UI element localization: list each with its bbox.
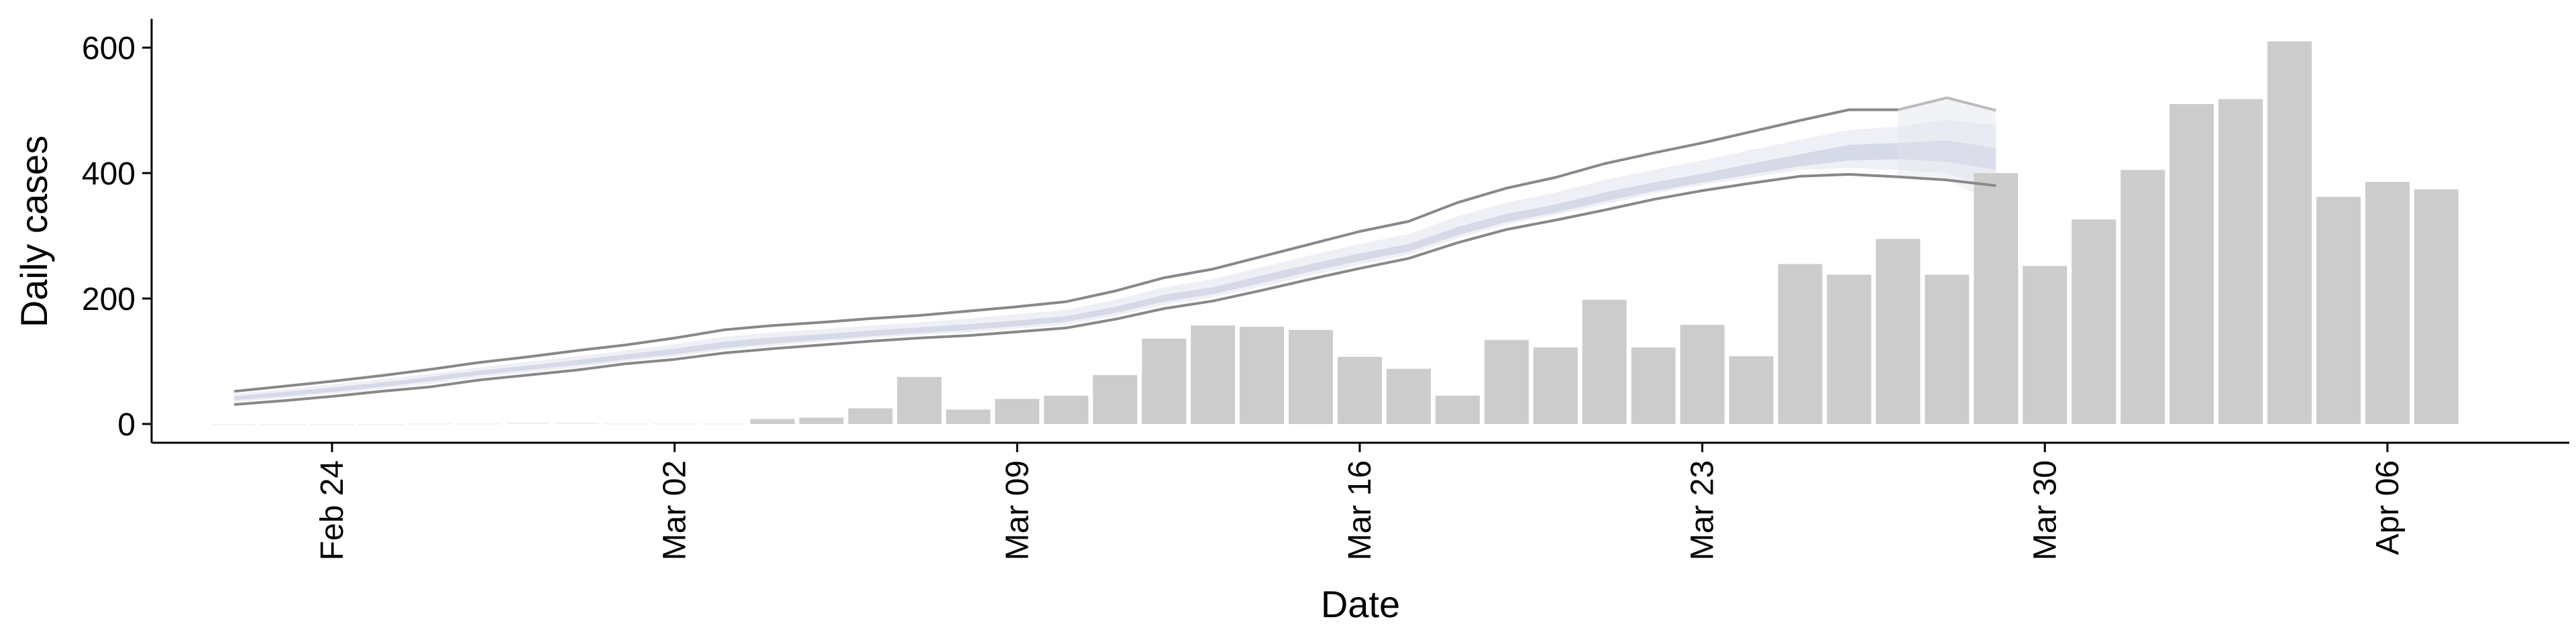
bar xyxy=(995,398,1040,424)
bar xyxy=(1191,325,1236,424)
bar xyxy=(946,409,991,424)
bar xyxy=(750,419,795,424)
x-tick-label: Apr 06 xyxy=(2370,460,2406,555)
bar xyxy=(897,376,942,424)
bar xyxy=(2365,182,2410,424)
bar xyxy=(1778,264,1823,424)
projection-lines xyxy=(233,96,1996,406)
bar xyxy=(2169,104,2214,424)
bar xyxy=(848,408,893,424)
bar xyxy=(2218,99,2263,424)
inner-interval-band xyxy=(234,140,1996,400)
bar xyxy=(799,417,844,424)
bar xyxy=(2121,170,2165,425)
bar xyxy=(1338,357,1382,424)
bar xyxy=(1827,274,1872,424)
interval-upper-tail-line xyxy=(1897,96,1996,112)
bar xyxy=(1729,356,1774,424)
x-ticks: Feb 24 Mar 02 Mar 09 Mar 16 Mar 23 Mar 30 Apr … xyxy=(315,443,2406,560)
bar xyxy=(2072,219,2116,424)
y-axis-title: Daily cases xyxy=(13,136,55,327)
bar xyxy=(2267,41,2312,425)
bar xyxy=(407,423,452,425)
x-tick-label: Mar 09 xyxy=(1000,460,1035,560)
bar xyxy=(1925,274,1970,424)
bar xyxy=(1289,329,1333,425)
interval-lower-line xyxy=(233,172,1996,406)
y-tick-label: 200 xyxy=(82,282,136,317)
bar xyxy=(1876,239,1921,424)
interval-upper-line xyxy=(233,108,1898,393)
x-tick-label: Feb 24 xyxy=(315,460,350,560)
bar xyxy=(359,424,403,425)
bar xyxy=(310,424,354,425)
bar xyxy=(1093,375,1138,424)
bar xyxy=(1631,347,1676,424)
x-tick-label: Mar 30 xyxy=(2027,460,2063,560)
bar xyxy=(1044,395,1089,424)
bar xyxy=(1974,173,2019,424)
y-tick-label: 0 xyxy=(117,407,136,443)
bar xyxy=(212,424,257,425)
x-tick-label: Mar 23 xyxy=(1685,460,1721,560)
y-tick-label: 400 xyxy=(82,156,136,192)
bar xyxy=(1582,299,1627,424)
x-axis-title: Date xyxy=(1321,583,1400,625)
bar xyxy=(1435,395,1480,424)
bar xyxy=(1240,327,1284,424)
bar xyxy=(2316,197,2361,424)
bar xyxy=(1680,325,1725,424)
bar xyxy=(1142,338,1187,424)
bar xyxy=(603,423,648,425)
bar xyxy=(456,423,501,425)
bar xyxy=(261,424,306,425)
bar xyxy=(701,423,746,425)
y-ticks: 0 200 400 600 xyxy=(82,31,152,443)
x-tick-label: Mar 02 xyxy=(657,460,693,560)
bar xyxy=(505,423,550,424)
bar xyxy=(2414,189,2459,424)
bar xyxy=(2023,266,2068,424)
bar xyxy=(1386,368,1431,424)
bar xyxy=(554,423,599,424)
daily-case-bars xyxy=(212,41,2459,425)
bar xyxy=(1533,347,1578,424)
y-tick-label: 600 xyxy=(82,31,136,66)
axes: 0 200 400 600 Feb 24 Mar 02 Mar 09 Mar 16 Mar 2… xyxy=(13,19,2569,625)
bar xyxy=(1484,339,1529,424)
bar xyxy=(652,423,697,425)
outer-interval-band xyxy=(234,119,1996,402)
x-tick-label: Mar 16 xyxy=(1342,460,1378,560)
